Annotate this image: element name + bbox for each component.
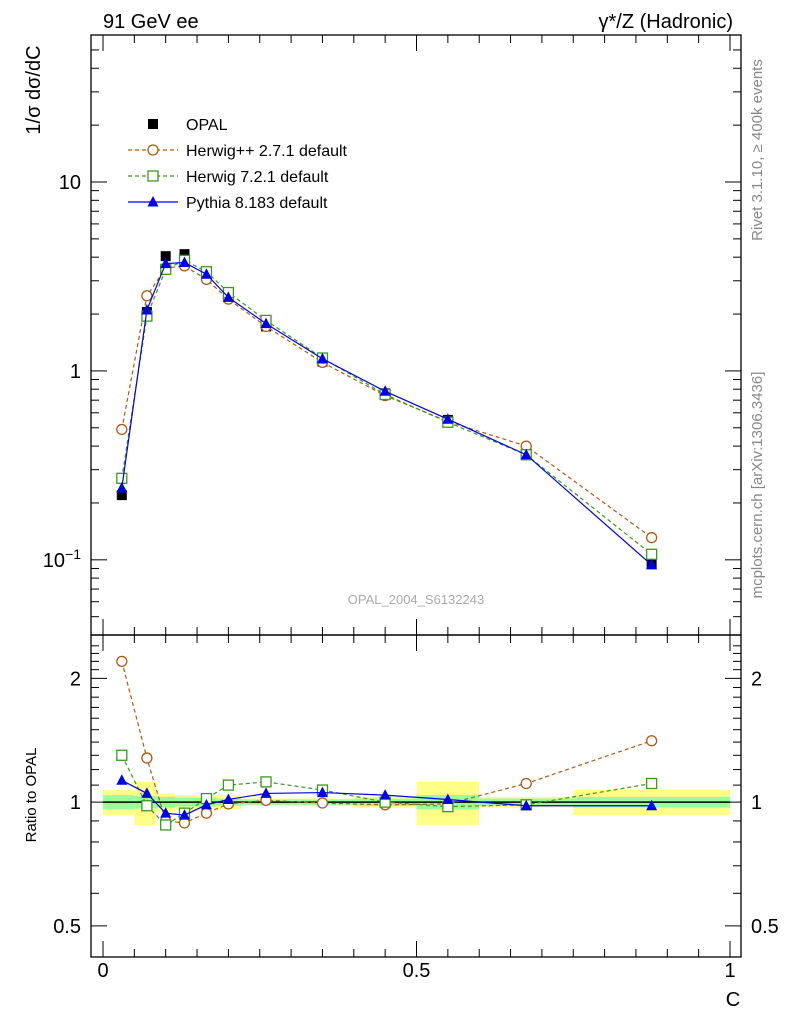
ratio-y-tick-label-right: 0.5: [751, 916, 779, 938]
data-point-pythia: [379, 789, 391, 800]
legend-marker-pythia: [147, 196, 159, 207]
data-point-herwig7: [160, 819, 172, 831]
series-line-pythia: [121, 261, 653, 566]
y-tick-label: 10: [59, 172, 81, 194]
data-point-data: [116, 490, 127, 501]
legend-marker-data: [148, 119, 158, 129]
data-point-pythia: [160, 257, 172, 269]
ratio-y-tick-label-left: 1: [70, 792, 81, 814]
source-site-label: mcplots.cern.ch [arXiv:1306.3436]: [749, 372, 766, 599]
data-point-pythia: [222, 793, 234, 804]
analysis-watermark: OPAL_2004_S6132243: [348, 592, 484, 607]
ratio-ylabel: Ratio to OPAL: [23, 748, 40, 843]
data-point-pythia: [442, 793, 454, 804]
data-point-pythia: [200, 798, 212, 810]
data-point-pythia: [646, 558, 658, 570]
data-point-herwigpp: [520, 777, 532, 790]
data-point-pythia: [442, 413, 454, 424]
x-tick-label: 0: [97, 960, 108, 982]
data-point-herwigpp: [645, 532, 658, 544]
legend-label: OPAL: [186, 117, 228, 134]
data-point-pythia: [179, 256, 191, 267]
ratio-panel: 0 0.5 1 0.5 0.5 1 1 2 2: [53, 634, 779, 982]
data-point-data: [179, 249, 190, 260]
series-line-pythia: [121, 779, 652, 816]
x-tick-label: 0.5: [403, 960, 431, 982]
ratio-y-tick-label-right: 2: [751, 668, 762, 690]
data-point-herwigpp: [116, 423, 128, 436]
data-point-herwigpp: [141, 752, 153, 764]
header-right-label: γ*/Z (Hadronic): [599, 11, 733, 33]
legend: OPAL Herwig++ 2.7.1 default Herwig 7.2.1 d…: [128, 117, 348, 212]
data-point-pythia: [316, 352, 328, 364]
data-point-pythia: [160, 807, 172, 818]
x-tick-label: 1: [724, 960, 735, 982]
series-line-herwig7: [121, 259, 652, 555]
x-axis-label: C: [726, 989, 740, 1011]
data-point-pythia: [179, 809, 191, 820]
data-point-data: [160, 251, 171, 262]
legend-marker-herwigpp: [147, 144, 159, 156]
header-left-label: 91 GeV ee: [103, 11, 199, 33]
y-tick-exponent: −1: [65, 546, 81, 562]
legend-label: Pythia 8.183 default: [186, 195, 328, 212]
data-point-herwigpp: [645, 735, 658, 747]
ratio-y-tick-label-left: 0.5: [53, 916, 81, 938]
data-point-herwig7: [222, 779, 235, 791]
main-panel: 10−1 1 10: [43, 34, 742, 636]
data-point-pythia: [646, 799, 658, 811]
legend-marker-herwig7: [147, 170, 159, 182]
data-point-pythia: [260, 787, 272, 798]
data-point-herwig7: [116, 472, 128, 484]
data-point-herwig7: [141, 800, 153, 812]
legend-label: Herwig 7.2.1 default: [186, 169, 329, 186]
data-point-pythia: [141, 304, 153, 315]
data-point-pythia: [200, 268, 212, 279]
data-point-herwig7: [645, 548, 658, 560]
data-point-herwigpp: [116, 655, 128, 668]
data-point-pythia: [316, 786, 328, 798]
data-point-pythia: [260, 317, 272, 329]
data-point-herwigpp: [316, 797, 329, 809]
y-tick-label: 1: [70, 361, 81, 383]
legend-label: Herwig++ 2.7.1 default: [186, 143, 348, 160]
data-point-pythia: [222, 291, 234, 302]
data-point-pythia: [116, 481, 128, 493]
data-point-pythia: [520, 448, 532, 460]
data-point-herwigpp: [200, 807, 213, 819]
data-point-pythia: [116, 774, 128, 785]
data-point-herwig7: [260, 776, 272, 788]
y-tick-label: 10−1: [43, 546, 81, 572]
data-point-pythia: [520, 799, 532, 811]
ratio-y-tick-label-right: 1: [751, 792, 762, 814]
rivet-version-label: Rivet 3.1.10, ≥ 400k events: [749, 59, 766, 241]
series-line-herwigpp: [121, 265, 652, 539]
data-point-pythia: [379, 385, 391, 396]
data-point-herwig7: [645, 777, 658, 790]
main-ylabel: 1/σ dσ/dC: [23, 45, 45, 134]
ratio-y-tick-label-left: 2: [70, 668, 81, 690]
data-point-herwigpp: [141, 290, 153, 302]
data-point-pythia: [141, 787, 153, 798]
data-point-herwig7: [116, 749, 128, 761]
